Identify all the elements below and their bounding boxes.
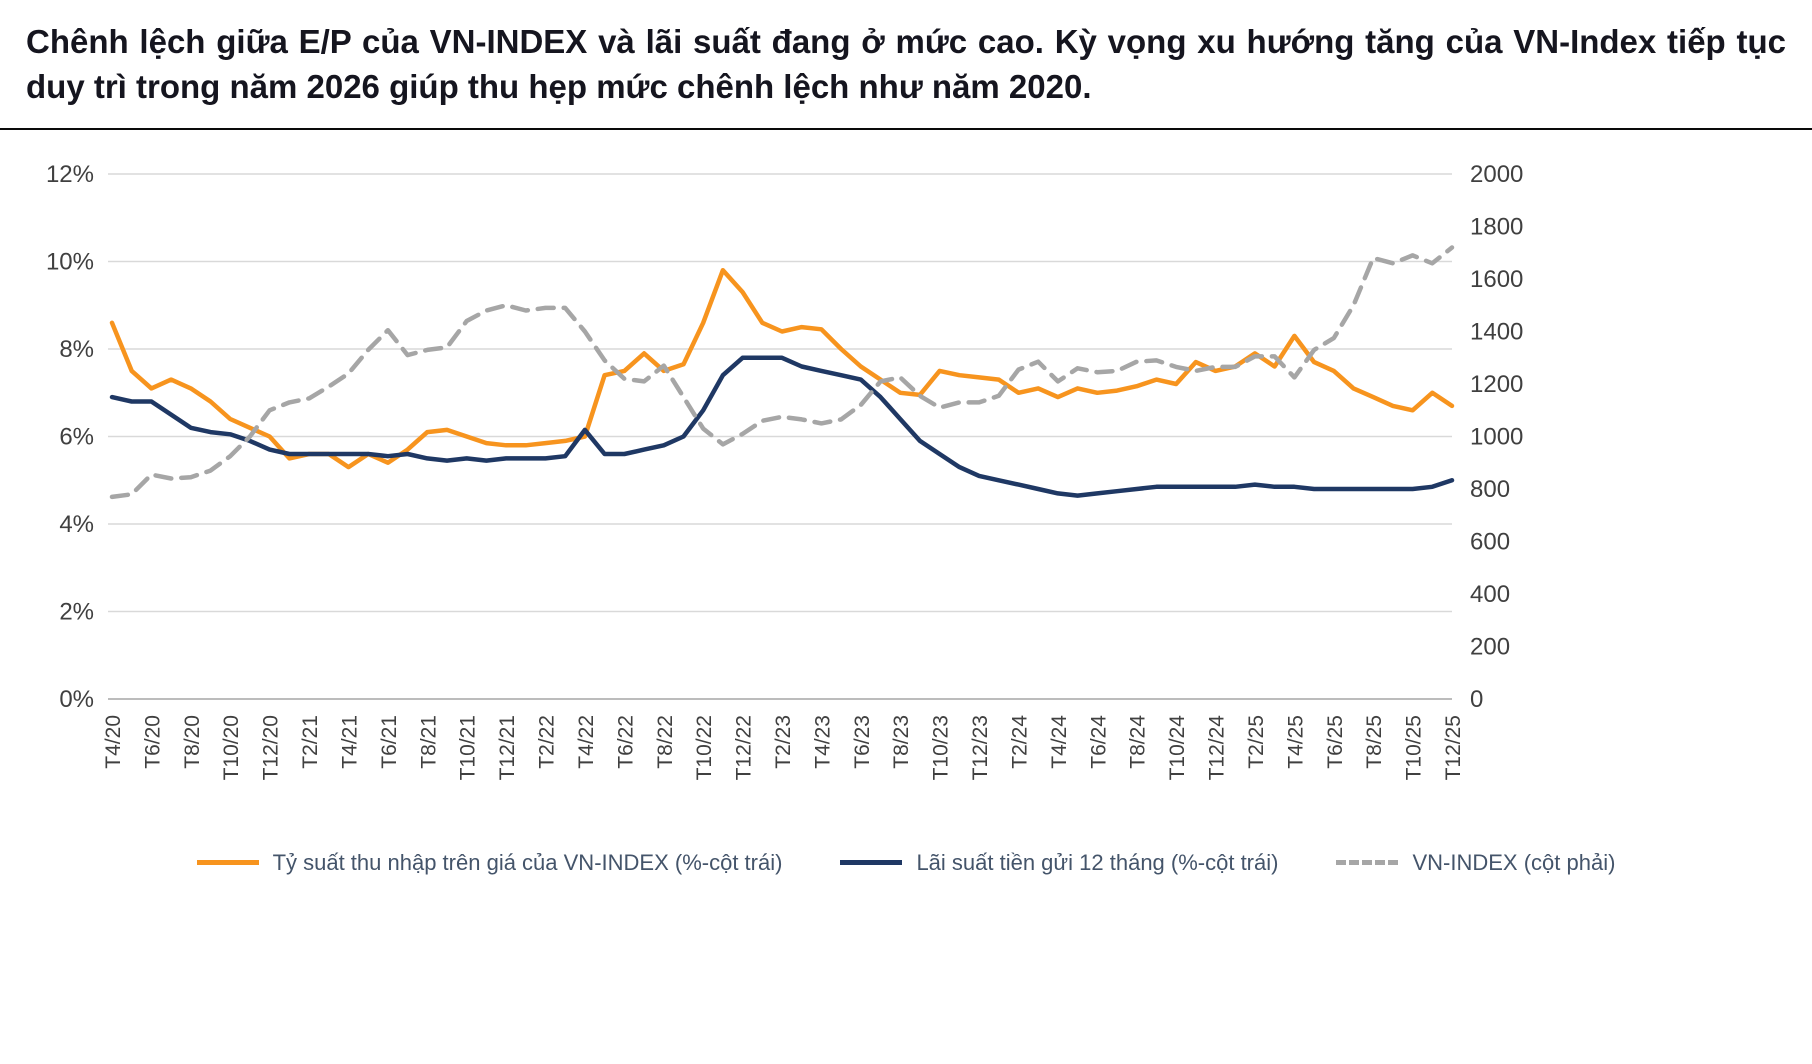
svg-text:T8/21: T8/21 — [417, 715, 440, 769]
legend-line-vnindex-icon — [1336, 860, 1399, 866]
svg-text:T4/21: T4/21 — [338, 715, 361, 769]
svg-text:T12/23: T12/23 — [969, 715, 992, 780]
svg-text:T10/22: T10/22 — [693, 715, 716, 780]
svg-text:1200: 1200 — [1470, 371, 1523, 398]
svg-text:10%: 10% — [46, 248, 94, 275]
legend-line-ep-yield-icon — [196, 860, 259, 866]
svg-text:T2/24: T2/24 — [1008, 714, 1031, 768]
legend-label-ep-yield: Tỷ suất thu nhập trên giá của VN-INDEX (… — [272, 849, 783, 875]
svg-text:T2/22: T2/22 — [536, 715, 559, 769]
svg-text:T8/25: T8/25 — [1363, 715, 1386, 769]
svg-text:T6/21: T6/21 — [378, 715, 401, 769]
svg-text:T6/23: T6/23 — [851, 715, 874, 769]
svg-text:T4/22: T4/22 — [575, 715, 598, 769]
svg-text:1400: 1400 — [1470, 318, 1523, 345]
svg-text:0: 0 — [1470, 686, 1483, 713]
title-divider — [0, 127, 1812, 130]
legend-item-ep-yield: Tỷ suất thu nhập trên giá của VN-INDEX (… — [196, 849, 783, 876]
svg-text:T2/21: T2/21 — [299, 715, 322, 769]
svg-text:T8/24: T8/24 — [1127, 714, 1150, 768]
svg-text:T10/20: T10/20 — [220, 715, 243, 780]
svg-text:T2/23: T2/23 — [772, 715, 795, 769]
svg-text:8%: 8% — [59, 336, 94, 363]
svg-text:T12/22: T12/22 — [733, 715, 756, 780]
svg-text:T6/20: T6/20 — [141, 715, 164, 769]
svg-text:T6/22: T6/22 — [614, 715, 637, 769]
svg-text:4%: 4% — [59, 511, 94, 538]
svg-text:800: 800 — [1470, 476, 1510, 503]
svg-text:12%: 12% — [46, 161, 94, 188]
svg-text:T8/23: T8/23 — [890, 715, 913, 769]
svg-text:T4/20: T4/20 — [102, 715, 125, 769]
svg-text:T6/24: T6/24 — [1087, 714, 1110, 768]
svg-text:T8/20: T8/20 — [181, 715, 204, 769]
svg-text:T12/25: T12/25 — [1442, 715, 1465, 780]
svg-text:T6/25: T6/25 — [1324, 715, 1347, 769]
svg-text:T12/20: T12/20 — [260, 715, 283, 780]
svg-text:2000: 2000 — [1470, 161, 1523, 188]
legend-line-deposit-rate-icon — [840, 860, 903, 866]
svg-text:T10/25: T10/25 — [1403, 715, 1426, 780]
svg-text:200: 200 — [1470, 633, 1510, 660]
svg-text:1600: 1600 — [1470, 266, 1523, 293]
chart-legend: Tỷ suất thu nhập trên giá của VN-INDEX (… — [0, 850, 1812, 876]
svg-text:1800: 1800 — [1470, 213, 1523, 240]
svg-text:T10/24: T10/24 — [1166, 714, 1189, 780]
svg-text:T4/23: T4/23 — [811, 715, 834, 769]
svg-text:400: 400 — [1470, 581, 1510, 608]
svg-text:T4/24: T4/24 — [1048, 714, 1071, 768]
legend-item-vnindex: VN-INDEX (cột phải) — [1336, 850, 1615, 876]
svg-text:T8/22: T8/22 — [654, 715, 677, 769]
svg-text:T12/21: T12/21 — [496, 715, 519, 780]
svg-text:1000: 1000 — [1470, 423, 1523, 450]
svg-text:T12/24: T12/24 — [1206, 714, 1229, 780]
legend-label-vnindex: VN-INDEX (cột phải) — [1412, 849, 1616, 875]
svg-text:2%: 2% — [59, 598, 94, 625]
svg-text:6%: 6% — [59, 423, 94, 450]
svg-text:T2/25: T2/25 — [1245, 715, 1268, 769]
svg-text:600: 600 — [1470, 528, 1510, 555]
svg-text:0%: 0% — [59, 686, 94, 713]
chart-canvas: 12%10%8%6%4%2%0%200018001600140012001000… — [46, 161, 1523, 780]
svg-text:T10/23: T10/23 — [930, 715, 953, 780]
svg-text:T4/25: T4/25 — [1284, 715, 1307, 769]
legend-item-deposit-rate: Lãi suất tiền gửi 12 tháng (%-cột trái) — [840, 850, 1278, 876]
svg-text:T10/21: T10/21 — [457, 715, 480, 780]
page-title: Chênh lệch giữa E/P của VN-INDEX và lãi … — [26, 23, 1786, 105]
legend-label-deposit-rate: Lãi suất tiền gửi 12 tháng (%-cột trái) — [916, 849, 1279, 875]
